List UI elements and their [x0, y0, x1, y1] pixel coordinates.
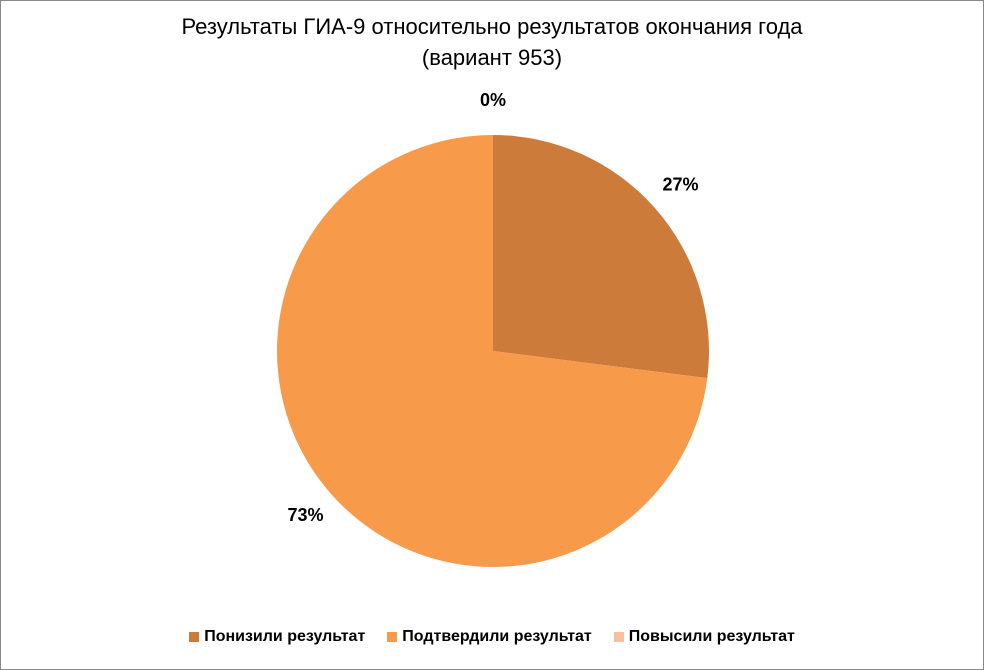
- chart-title: Результаты ГИА-9 относительно результато…: [181, 14, 803, 39]
- pie-slice: [276, 135, 708, 567]
- legend-label: Повысили результат: [628, 628, 795, 645]
- value-label: 73%: [287, 505, 323, 525]
- value-label: 27%: [663, 174, 699, 194]
- legend-item: Понизили результат: [189, 628, 365, 646]
- legend-item: Повысили результат: [613, 628, 795, 646]
- legend: Понизили результат Подтвердили результат П…: [1, 628, 983, 646]
- pie-slice: [493, 135, 709, 379]
- value-label: 0%: [480, 90, 506, 110]
- legend-swatch: [387, 632, 398, 642]
- legend-label: Подтвердили результат: [402, 628, 592, 645]
- legend-label: Понизили результат: [204, 628, 366, 645]
- legend-swatch: [189, 632, 200, 642]
- legend-swatch: [613, 632, 624, 642]
- legend-item: Подтвердили результат: [387, 628, 592, 646]
- chart-subtitle: (вариант 953): [422, 45, 562, 70]
